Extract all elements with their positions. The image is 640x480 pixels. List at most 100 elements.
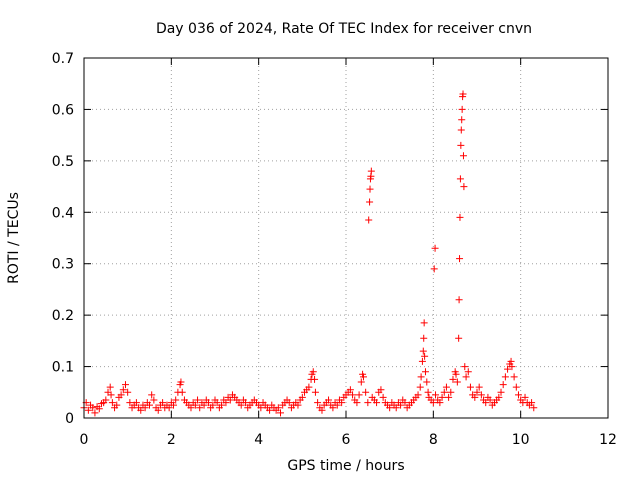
data-point bbox=[521, 393, 529, 401]
data-point bbox=[209, 401, 217, 409]
data-point bbox=[423, 378, 431, 386]
data-point bbox=[294, 401, 302, 409]
data-point bbox=[237, 401, 245, 409]
data-point bbox=[285, 399, 293, 407]
data-point bbox=[170, 401, 178, 409]
data-point bbox=[456, 175, 464, 183]
data-point bbox=[440, 388, 448, 396]
data-point bbox=[298, 393, 306, 401]
data-point bbox=[462, 373, 470, 381]
data-point bbox=[473, 388, 481, 396]
data-point bbox=[401, 399, 409, 407]
data-point bbox=[499, 381, 507, 389]
data-point bbox=[438, 393, 446, 401]
axis-ticks bbox=[83, 57, 609, 419]
data-point bbox=[311, 375, 319, 383]
data-point bbox=[355, 391, 363, 399]
data-point bbox=[373, 399, 381, 407]
data-point bbox=[107, 391, 115, 399]
data-point bbox=[497, 388, 505, 396]
data-point bbox=[436, 399, 444, 407]
data-point bbox=[305, 383, 313, 391]
y-tick-label: 0.4 bbox=[52, 205, 74, 221]
data-point bbox=[458, 116, 466, 124]
data-point bbox=[309, 368, 317, 376]
data-point bbox=[459, 152, 467, 160]
data-point bbox=[349, 391, 357, 399]
data-point bbox=[445, 393, 453, 401]
data-point bbox=[456, 213, 464, 221]
x-tick-label: 10 bbox=[512, 432, 530, 448]
data-point bbox=[459, 90, 467, 98]
data-point bbox=[106, 383, 114, 391]
data-point bbox=[357, 378, 365, 386]
data-point bbox=[362, 388, 370, 396]
data-point bbox=[132, 399, 140, 407]
x-tick-label: 4 bbox=[254, 432, 263, 448]
data-point bbox=[421, 352, 429, 360]
data-point bbox=[424, 388, 432, 396]
data-point bbox=[325, 396, 333, 404]
data-point bbox=[460, 183, 468, 191]
data-point bbox=[338, 399, 346, 407]
data-point bbox=[430, 265, 438, 273]
data-point bbox=[495, 393, 503, 401]
data-point bbox=[458, 105, 466, 113]
y-tick-label: 0.7 bbox=[52, 51, 74, 67]
data-point bbox=[366, 185, 374, 193]
y-axis-label: ROTI / TECUs bbox=[6, 192, 22, 284]
data-point bbox=[277, 409, 284, 417]
data-point bbox=[141, 404, 149, 412]
data-point bbox=[187, 404, 195, 412]
data-point bbox=[91, 409, 99, 417]
data-point bbox=[449, 375, 457, 383]
data-point bbox=[121, 381, 129, 389]
x-tick-label: 0 bbox=[80, 432, 89, 448]
data-point bbox=[318, 406, 326, 414]
data-point bbox=[178, 388, 186, 396]
data-point bbox=[84, 406, 92, 414]
x-tick-label: 2 bbox=[167, 432, 176, 448]
data-point bbox=[482, 399, 490, 407]
data-point bbox=[528, 399, 536, 407]
data-point bbox=[242, 399, 250, 407]
data-point bbox=[464, 368, 472, 376]
data-point bbox=[386, 404, 394, 412]
y-tick-labels: 0 0.1 0.2 0.3 0.4 0.5 0.6 0.7 bbox=[52, 51, 74, 427]
data-point bbox=[431, 244, 439, 252]
data-point bbox=[222, 399, 230, 407]
x-tick-label: 8 bbox=[429, 432, 438, 448]
data-point bbox=[172, 396, 180, 404]
data-point bbox=[117, 391, 125, 399]
data-point bbox=[486, 396, 494, 404]
x-tick-label: 6 bbox=[342, 432, 351, 448]
data-point bbox=[379, 393, 387, 401]
data-point bbox=[416, 383, 424, 391]
data-point bbox=[453, 378, 461, 386]
grid-lines bbox=[84, 58, 608, 418]
data-point bbox=[314, 399, 322, 407]
data-point bbox=[124, 388, 132, 396]
data-point bbox=[89, 404, 97, 412]
data-point bbox=[148, 391, 156, 399]
data-point bbox=[418, 357, 426, 365]
data-point bbox=[429, 399, 437, 407]
data-point bbox=[455, 334, 463, 342]
data-point bbox=[377, 386, 385, 394]
y-tick-label: 0 bbox=[65, 411, 74, 427]
data-point bbox=[333, 401, 341, 409]
data-point bbox=[366, 198, 374, 206]
data-point bbox=[364, 399, 372, 407]
data-point bbox=[196, 404, 204, 412]
data-point bbox=[510, 373, 518, 381]
data-point bbox=[442, 383, 450, 391]
data-point bbox=[417, 373, 425, 381]
y-tick-label: 0.2 bbox=[52, 308, 74, 324]
data-point bbox=[150, 396, 158, 404]
data-point bbox=[461, 363, 469, 371]
data-point bbox=[421, 368, 429, 376]
data-point bbox=[392, 404, 400, 412]
data-point bbox=[191, 401, 199, 409]
data-point bbox=[137, 406, 145, 414]
